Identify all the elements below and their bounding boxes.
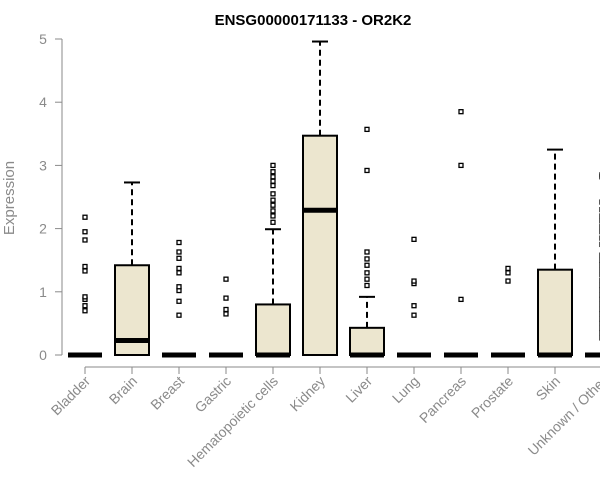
box-gastric [209, 276, 243, 358]
x-tick-label: Pancreas [416, 373, 469, 426]
outlier-point [176, 312, 182, 318]
box-iqr [302, 134, 338, 356]
outlier-point [223, 306, 229, 313]
outlier-point [270, 178, 276, 184]
outlier-point [364, 249, 370, 255]
outlier-point [176, 255, 182, 261]
x-tick-label: Kidney [287, 373, 329, 415]
outlier-point [223, 276, 229, 282]
x-tick-label: Skin [533, 373, 564, 404]
outlier-point [411, 312, 417, 318]
outlier-point [176, 270, 182, 276]
outlier-point [82, 303, 88, 309]
outlier-point [82, 268, 88, 274]
outlier-point [411, 236, 417, 242]
box-kidney [302, 40, 338, 356]
box-unknown-other [585, 172, 600, 358]
outlier-point [364, 282, 370, 289]
outlier-point [270, 191, 276, 197]
y-tick-label: 0 [39, 347, 47, 363]
box-iqr [349, 326, 385, 357]
outlier-point [458, 162, 464, 169]
box-iqr [255, 303, 291, 357]
outlier-point [82, 229, 88, 235]
outlier-point [458, 109, 464, 115]
y-axis: 0 1 2 3 4 5 [39, 31, 63, 363]
outlier-point [82, 294, 88, 300]
outlier-point [82, 263, 88, 270]
outlier-point [364, 270, 370, 276]
box-skin [537, 148, 573, 358]
outlier-point [176, 284, 182, 290]
outlier-point [270, 182, 276, 189]
x-tick-label: Liver [342, 373, 375, 406]
box-lung [397, 236, 431, 358]
box-iqr [537, 268, 573, 356]
y-tick-label: 1 [39, 284, 47, 300]
box-brain [114, 181, 150, 357]
outlier-point [411, 303, 417, 309]
x-tick-label: Prostate [468, 373, 516, 421]
box-breast [162, 239, 196, 358]
x-tick-label: Brain [106, 373, 140, 407]
outlier-point [364, 276, 370, 282]
outlier-point [364, 256, 370, 262]
outlier-point [82, 308, 88, 314]
outlier-point [176, 239, 182, 246]
x-tick-label: Bladder [48, 373, 94, 419]
outlier-point [270, 202, 276, 208]
outlier-point [505, 265, 511, 272]
outlier-point [270, 169, 276, 175]
plot-area [68, 40, 600, 358]
outlier-point [270, 208, 276, 214]
x-tick-label: Unknown / Other [525, 373, 600, 459]
outlier-point [270, 219, 276, 225]
y-tick-label: 4 [39, 94, 47, 110]
y-tick-label: 3 [39, 157, 47, 173]
y-tick-label: 5 [39, 31, 47, 47]
outlier-point [270, 197, 276, 203]
y-axis-label: Expression [1, 161, 18, 235]
box-bladder [68, 214, 102, 358]
outlier-point [223, 311, 229, 317]
x-tick-label: Lung [389, 373, 422, 406]
box-hematopoietic-cells [255, 162, 291, 358]
outlier-point [176, 249, 182, 255]
outlier-point [364, 126, 370, 133]
x-tick-label: Breast [147, 373, 187, 413]
outlier-point [223, 295, 229, 301]
chart-title: ENSG00000171133 - OR2K2 [215, 12, 412, 29]
outlier-point [505, 270, 511, 276]
outlier-point [176, 298, 182, 304]
outlier-point [364, 167, 370, 174]
x-tick-label: Hematopoietic cells [184, 373, 281, 470]
outlier-point [82, 214, 88, 220]
outlier-point [505, 278, 511, 284]
outlier-point [270, 213, 276, 219]
outlier-point [270, 162, 276, 169]
box-pancreas [444, 109, 478, 358]
x-tick-label: Gastric [191, 373, 234, 416]
outlier-point [364, 262, 370, 268]
outlier-point [270, 174, 276, 180]
box-liver [349, 126, 385, 358]
outlier-point [458, 296, 464, 303]
outlier-point [82, 237, 88, 243]
y-tick-label: 2 [39, 221, 47, 237]
outlier-point [176, 265, 182, 272]
outlier-point [411, 278, 417, 284]
box-prostate [491, 265, 525, 358]
